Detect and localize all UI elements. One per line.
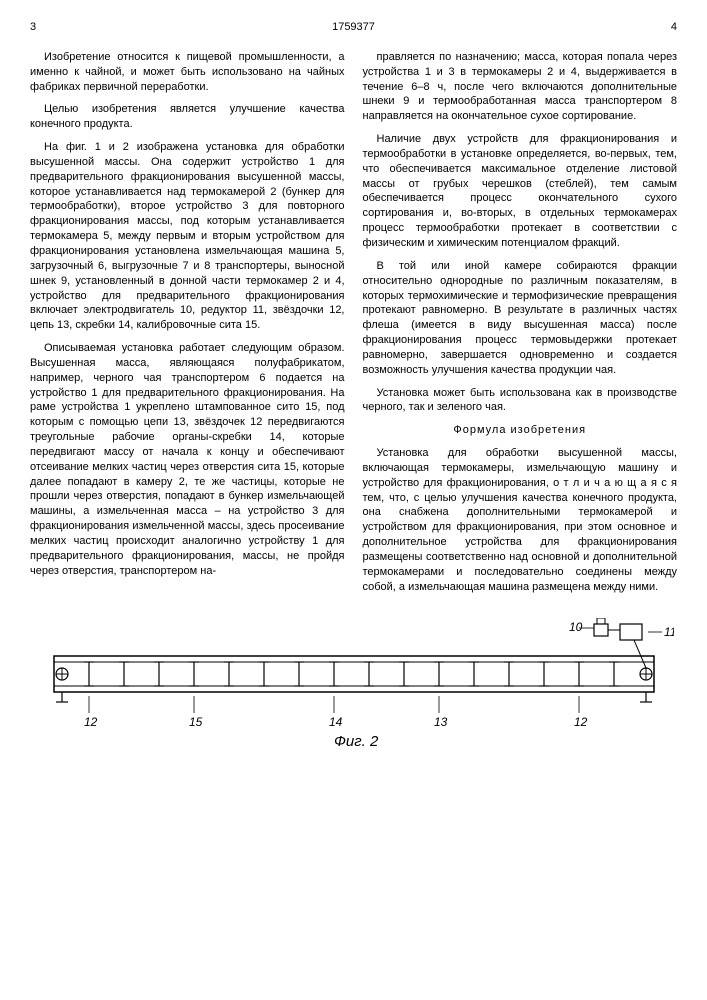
para: Установка для обработки высушенной массы… (363, 446, 678, 594)
para: Целью изобретения является улучшение кач… (30, 102, 345, 132)
left-column: Изобретение относится к пищевой промышле… (30, 50, 345, 579)
formula-title: Формула изобретения (363, 423, 678, 438)
callout-12b: 12 (574, 715, 588, 729)
figure-label: Фиг. 2 (334, 733, 379, 748)
para: Наличие двух устройств для фракционирова… (363, 132, 678, 251)
page-number-right: 4 (671, 20, 677, 35)
para: Установка может быть использована как в … (363, 386, 678, 416)
figure-2: 10 11 12 15 14 13 12 Фиг. 2 (30, 618, 677, 753)
para: правляется по назначению; масса, которая… (363, 50, 678, 124)
figure-svg: 10 11 12 15 14 13 12 Фиг. 2 (34, 618, 674, 748)
callout-15: 15 (189, 715, 203, 729)
para: На фиг. 1 и 2 изображена установка для о… (30, 140, 345, 333)
para: Описываемая установка работает следующим… (30, 341, 345, 579)
callout-11: 11 (664, 625, 674, 639)
callout-14: 14 (329, 715, 343, 729)
patent-number: 1759377 (36, 20, 671, 35)
text-columns: Изобретение относится к пищевой промышле… (30, 50, 677, 603)
para: В той или иной камере собираются фракции… (363, 259, 678, 378)
callout-12a: 12 (84, 715, 98, 729)
callout-13: 13 (434, 715, 448, 729)
para: Изобретение относится к пищевой промышле… (30, 50, 345, 95)
right-column: правляется по назначению; масса, которая… (363, 50, 678, 595)
callout-10: 10 (569, 620, 583, 634)
